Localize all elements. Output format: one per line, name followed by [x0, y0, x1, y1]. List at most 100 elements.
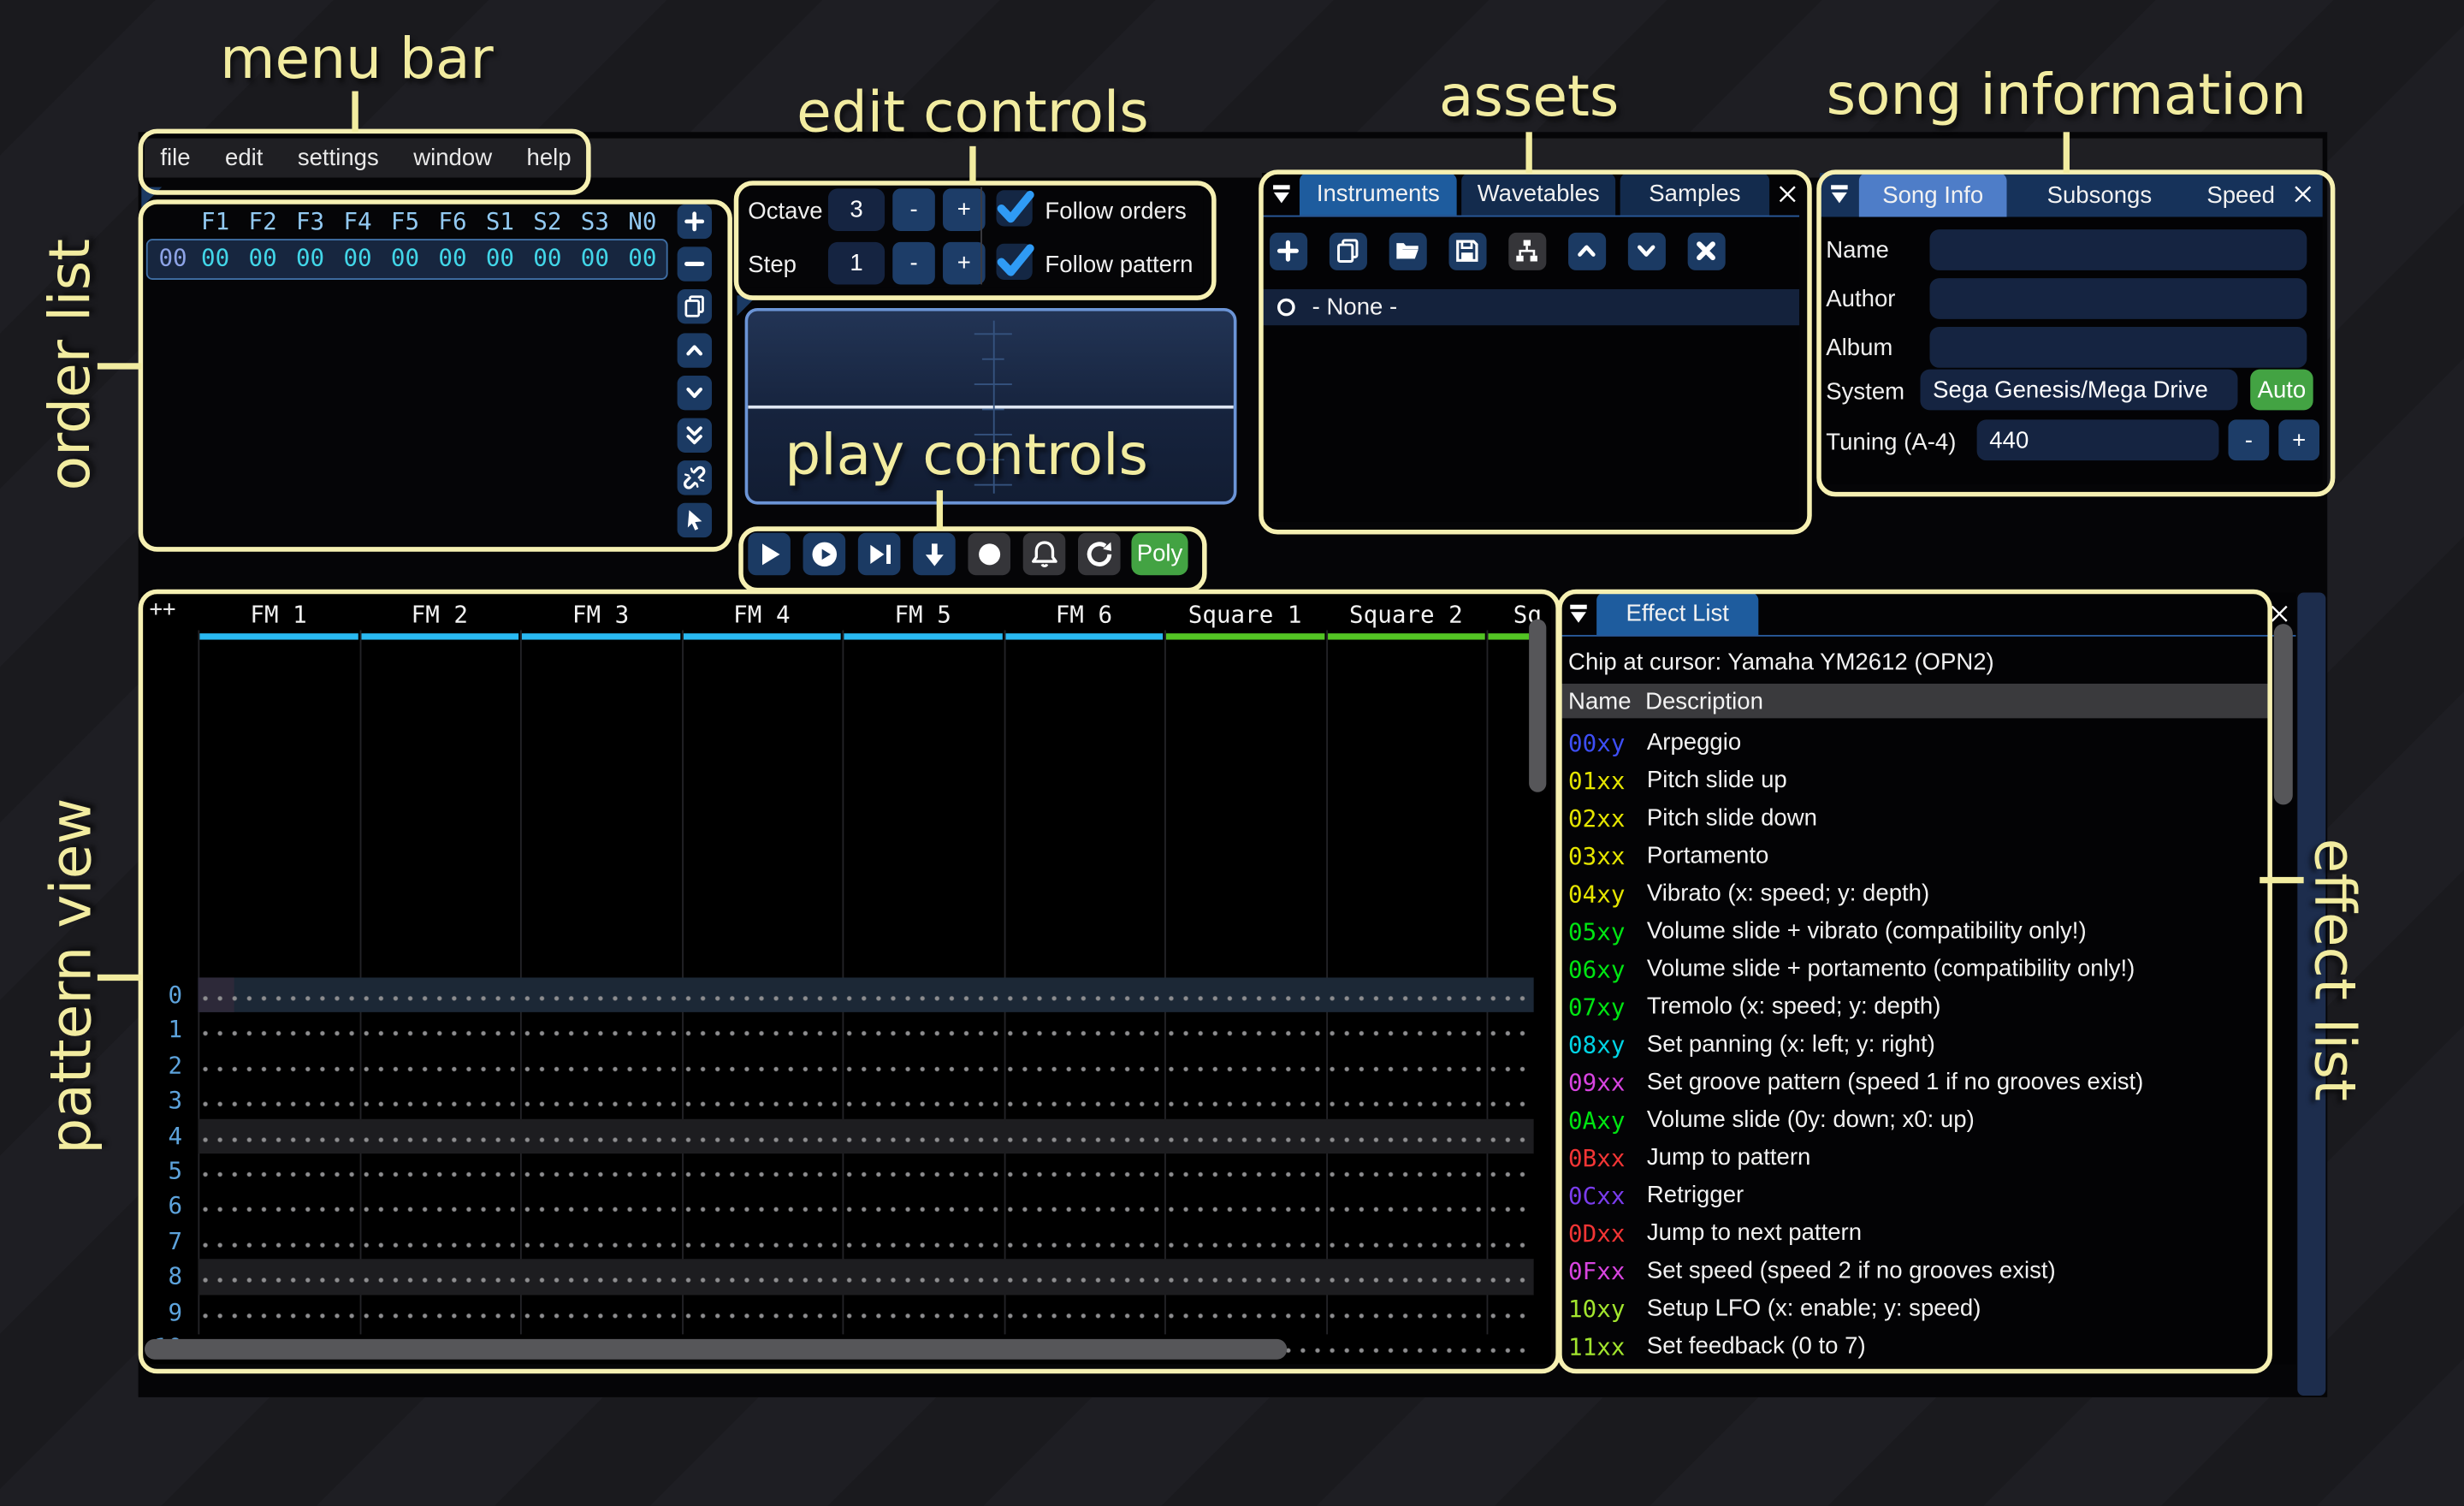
- effect-row[interactable]: 03xx Portamento: [1559, 838, 2269, 875]
- order-cell[interactable]: 00: [580, 243, 609, 272]
- vertical-scrollbar[interactable]: [2273, 624, 2293, 805]
- move-to-bottom-button[interactable]: [677, 418, 713, 453]
- move-down-button[interactable]: [677, 375, 713, 411]
- pattern-row[interactable]: 3: [141, 1082, 1551, 1118]
- pattern-row[interactable]: 2: [141, 1047, 1551, 1083]
- delete-button[interactable]: [1687, 232, 1726, 270]
- system-select[interactable]: Sega Genesis/Mega Drive: [1920, 369, 2238, 411]
- duplicate-button[interactable]: [677, 289, 713, 325]
- pattern-row[interactable]: 5: [141, 1153, 1551, 1189]
- order-cell[interactable]: 00: [533, 243, 562, 272]
- channel-fm-6[interactable]: FM 6: [1055, 600, 1113, 629]
- pattern-row[interactable]: 8: [141, 1259, 1551, 1295]
- pattern-row[interactable]: 9: [141, 1294, 1551, 1330]
- step-down-button[interactable]: [913, 532, 956, 576]
- order-cell[interactable]: 00: [295, 243, 325, 272]
- channel-fm-4[interactable]: FM 4: [733, 600, 791, 629]
- vertical-scrollbar[interactable]: [1529, 619, 1547, 792]
- effect-row[interactable]: 07xy Tremolo (x: speed; y: depth): [1559, 988, 2269, 1026]
- pointer-button[interactable]: [677, 503, 713, 538]
- duplicate-button[interactable]: [1329, 232, 1367, 270]
- order-cell[interactable]: 00: [438, 243, 467, 272]
- name-field[interactable]: [1929, 229, 2307, 270]
- effect-row[interactable]: 0Fxx Set speed (speed 2 if no grooves exi…: [1559, 1253, 2269, 1290]
- pattern-row[interactable]: 1: [141, 1012, 1551, 1048]
- effect-row[interactable]: 0Axy Volume slide (0y: down; x0: up): [1559, 1102, 2269, 1140]
- tuning-input[interactable]: 440: [1976, 419, 2219, 461]
- instrument-list-item[interactable]: - None -: [1261, 288, 1800, 326]
- tuning-decrease-button[interactable]: -: [2228, 419, 2270, 461]
- poly-button[interactable]: Poly: [1131, 532, 1188, 576]
- collapse-icon[interactable]: [1268, 181, 1294, 207]
- menu-item-help[interactable]: help: [526, 144, 572, 172]
- pattern-row[interactable]: 4: [141, 1118, 1551, 1154]
- channel-fm-2[interactable]: FM 2: [411, 600, 469, 629]
- channel-fm-1[interactable]: FM 1: [250, 600, 307, 629]
- step-increase-button[interactable]: +: [943, 241, 986, 285]
- add-button[interactable]: [677, 204, 713, 240]
- order-cell[interactable]: 00: [628, 243, 657, 272]
- step-value[interactable]: 1: [827, 241, 886, 285]
- tab-effect-list[interactable]: Effect List: [1596, 592, 1759, 636]
- tab-instruments[interactable]: Instruments: [1299, 173, 1457, 216]
- album-field[interactable]: [1929, 327, 2307, 368]
- metronome-button[interactable]: [1022, 532, 1066, 576]
- order-cell[interactable]: 00: [343, 243, 372, 272]
- add-button[interactable]: [1270, 232, 1308, 270]
- effect-row[interactable]: 00xy Arpeggio: [1559, 725, 2269, 762]
- effect-row[interactable]: 10xy Setup LFO (x: enable; y: speed): [1559, 1290, 2269, 1328]
- effect-row[interactable]: 02xx Pitch slide down: [1559, 800, 2269, 838]
- auto-button[interactable]: Auto: [2250, 369, 2313, 411]
- play-button[interactable]: [748, 532, 791, 576]
- channel-square-1[interactable]: Square 1: [1188, 600, 1302, 629]
- unlink-button[interactable]: [677, 460, 713, 495]
- pattern-row[interactable]: 7: [141, 1224, 1551, 1260]
- tab-speed[interactable]: Speed: [2206, 181, 2276, 209]
- order-cell[interactable]: 00: [201, 243, 230, 272]
- channel-fm-3[interactable]: FM 3: [572, 600, 630, 629]
- tab-samples[interactable]: Samples: [1620, 173, 1770, 216]
- effect-row[interactable]: 04xy Vibrato (x: speed; y: depth): [1559, 875, 2269, 913]
- order-cell[interactable]: 00: [390, 243, 420, 272]
- close-icon[interactable]: [1776, 182, 1800, 206]
- pattern-row[interactable]: 6: [141, 1189, 1551, 1224]
- effect-row[interactable]: 09xx Set groove pattern (speed 1 if no gr…: [1559, 1064, 2269, 1101]
- open-button[interactable]: [1389, 232, 1427, 270]
- close-icon[interactable]: [2291, 182, 2315, 206]
- record-button[interactable]: [968, 532, 1011, 576]
- tab-song-info[interactable]: Song Info: [1858, 173, 2007, 217]
- tuning-increase-button[interactable]: +: [2278, 419, 2320, 461]
- octave-decrease-button[interactable]: -: [892, 188, 935, 231]
- play-one-row-button[interactable]: [857, 532, 901, 576]
- channel-square-2[interactable]: Square 2: [1349, 600, 1463, 629]
- move-up-button[interactable]: [1568, 232, 1607, 270]
- save-button[interactable]: [1448, 232, 1487, 270]
- effect-row[interactable]: 06xy Volume slide + portamento (compatibi…: [1559, 951, 2269, 988]
- effect-row[interactable]: 0Bxx Jump to pattern: [1559, 1140, 2269, 1177]
- tab-wavetables[interactable]: Wavetables: [1461, 173, 1616, 216]
- octave-increase-button[interactable]: +: [943, 188, 986, 231]
- step-decrease-button[interactable]: -: [892, 241, 935, 285]
- menu-item-edit[interactable]: edit: [224, 144, 264, 172]
- horizontal-scrollbar[interactable]: [144, 1338, 1288, 1360]
- effect-row[interactable]: 01xx Pitch slide up: [1559, 762, 2269, 800]
- order-cell[interactable]: 00: [485, 243, 515, 272]
- effect-row[interactable]: 08xy Set panning (x: left; y: right): [1559, 1026, 2269, 1064]
- order-row[interactable]: 00 00 00 00 00 00 00 00 00 00 00: [145, 239, 668, 280]
- tab-subsongs[interactable]: Subsongs: [2046, 181, 2153, 209]
- effect-row[interactable]: 11xx Set feedback (0 to 7): [1559, 1328, 2269, 1366]
- channel-fm-5[interactable]: FM 5: [894, 600, 951, 629]
- effect-row[interactable]: 0Cxx Retrigger: [1559, 1177, 2269, 1215]
- pattern-corner-button[interactable]: ++: [149, 596, 176, 623]
- effect-row[interactable]: 05xy Volume slide + vibrato (compatibilit…: [1559, 913, 2269, 951]
- octave-value[interactable]: 3: [827, 188, 886, 231]
- follow-pattern-checkbox[interactable]: [996, 243, 1034, 280]
- menu-item-file[interactable]: file: [160, 144, 191, 172]
- move-up-button[interactable]: [677, 332, 713, 368]
- author-field[interactable]: [1929, 278, 2307, 319]
- tree-view-button[interactable]: [1508, 232, 1547, 270]
- close-icon[interactable]: [2267, 602, 2291, 626]
- effect-row[interactable]: 0Dxx Jump to next pattern: [1559, 1215, 2269, 1253]
- collapse-icon[interactable]: [1565, 601, 1591, 627]
- order-cell[interactable]: 00: [248, 243, 277, 272]
